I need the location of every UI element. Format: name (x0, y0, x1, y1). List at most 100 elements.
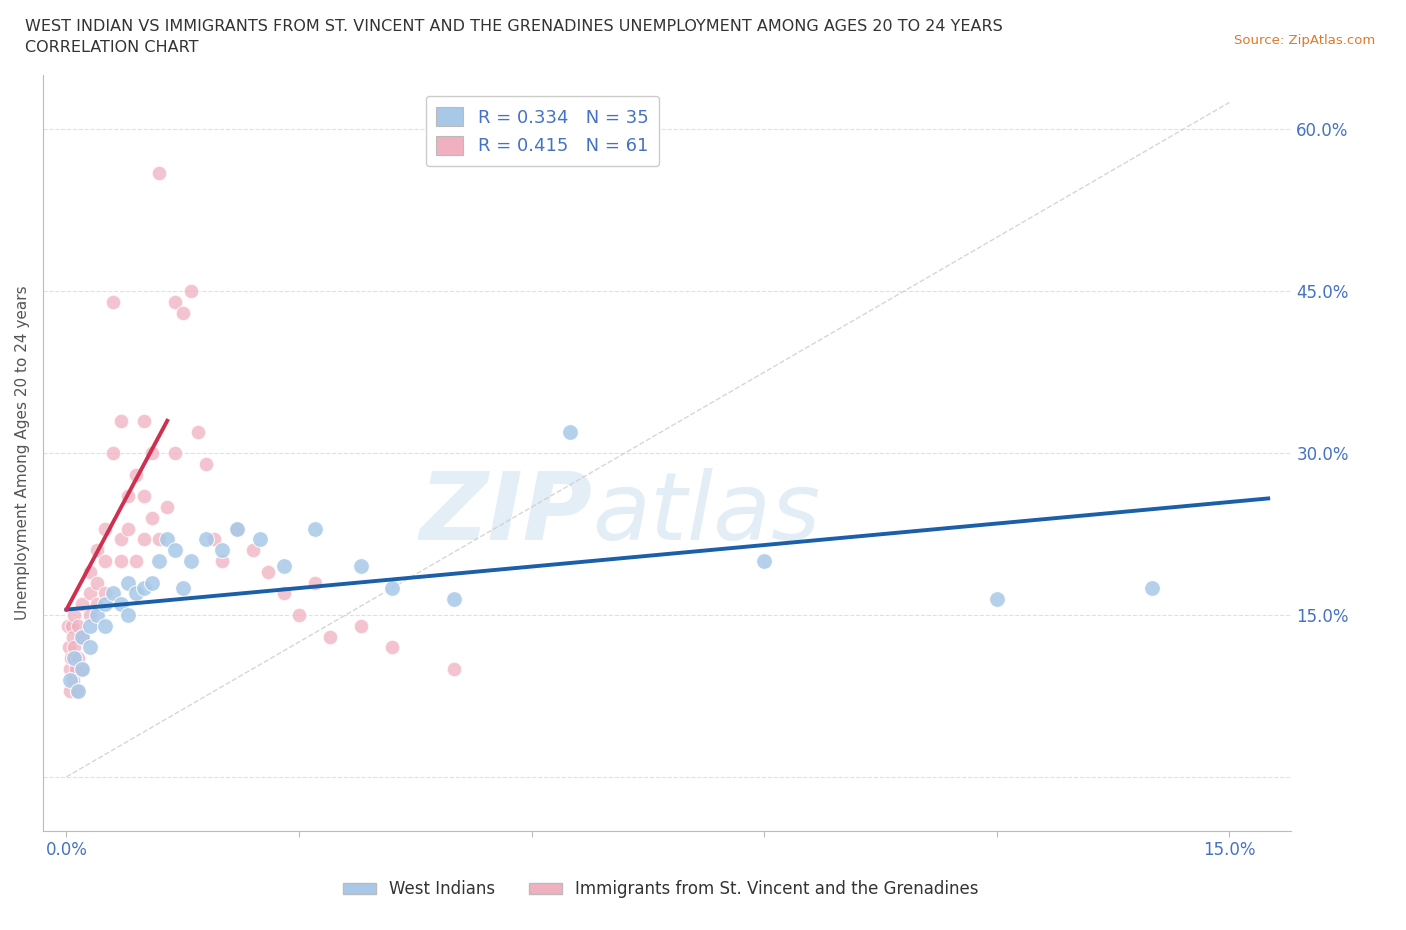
Point (273, 586, 295, 601)
Text: Source: ZipAtlas.com: Source: ZipAtlas.com (1234, 34, 1375, 47)
Point (117, 575, 139, 590)
Point (211, 543, 233, 558)
Point (132, 413, 155, 428)
Point (304, 521, 326, 536)
Point (187, 424, 209, 439)
Point (117, 607, 139, 622)
Point (443, 661, 465, 676)
Text: WEST INDIAN VS IMMIGRANTS FROM ST. VINCENT AND THE GRENADINES UNEMPLOYMENT AMONG: WEST INDIAN VS IMMIGRANTS FROM ST. VINCE… (25, 19, 1002, 33)
Point (443, 591, 465, 606)
Point (163, 445, 186, 460)
Point (1140, 580, 1163, 595)
Point (101, 586, 124, 601)
Point (79, 565, 101, 579)
Legend: R = 0.334   N = 35, R = 0.415   N = 61: R = 0.334 N = 35, R = 0.415 N = 61 (426, 96, 659, 166)
Point (70, 597, 93, 612)
Point (125, 553, 148, 568)
Point (148, 166, 170, 180)
Point (101, 295, 124, 310)
Legend: West Indians, Immigrants from St. Vincent and the Grenadines: West Indians, Immigrants from St. Vincen… (336, 873, 986, 905)
Point (58, 640, 80, 655)
Point (110, 413, 132, 428)
Point (67, 618, 90, 633)
Point (94, 597, 117, 612)
Text: CORRELATION CHART: CORRELATION CHART (25, 40, 198, 55)
Point (67, 683, 90, 698)
Point (132, 532, 155, 547)
Y-axis label: Unemployment Among Ages 20 to 24 years: Unemployment Among Ages 20 to 24 years (15, 286, 30, 620)
Point (141, 511, 163, 525)
Point (132, 489, 155, 504)
Point (65, 661, 87, 676)
Point (156, 532, 179, 547)
Point (94, 521, 117, 536)
Point (63, 607, 86, 622)
Text: ZIP: ZIP (419, 468, 592, 560)
Point (79, 586, 101, 601)
Point (172, 305, 194, 320)
Point (62, 672, 84, 687)
Point (754, 553, 776, 568)
Point (141, 445, 163, 460)
Point (63, 651, 86, 666)
Point (242, 543, 264, 558)
Point (58, 661, 80, 676)
Point (132, 580, 155, 595)
Point (179, 553, 201, 568)
Point (125, 586, 148, 601)
Point (59, 683, 82, 698)
Point (60, 651, 83, 666)
Point (94, 618, 117, 633)
Point (148, 553, 170, 568)
Text: atlas: atlas (592, 468, 821, 559)
Point (148, 532, 170, 547)
Point (94, 586, 117, 601)
Point (163, 543, 186, 558)
Point (986, 591, 1008, 606)
Point (202, 532, 225, 547)
Point (79, 640, 101, 655)
Point (65, 683, 87, 698)
Point (179, 284, 201, 299)
Point (60, 618, 83, 633)
Point (288, 607, 311, 622)
Point (249, 532, 271, 547)
Point (163, 295, 186, 310)
Point (86, 575, 108, 590)
Point (110, 553, 132, 568)
Point (86, 607, 108, 622)
Point (117, 489, 139, 504)
Point (110, 597, 132, 612)
Point (70, 661, 93, 676)
Point (141, 575, 163, 590)
Point (273, 559, 295, 574)
Point (195, 457, 218, 472)
Point (257, 565, 280, 579)
Point (226, 521, 249, 536)
Point (172, 580, 194, 595)
Point (110, 532, 132, 547)
Point (226, 521, 249, 536)
Point (125, 467, 148, 482)
Point (70, 661, 93, 676)
Point (560, 424, 582, 439)
Point (94, 553, 117, 568)
Point (79, 618, 101, 633)
Point (56, 618, 79, 633)
Point (86, 597, 108, 612)
Point (86, 543, 108, 558)
Point (117, 521, 139, 536)
Point (350, 559, 373, 574)
Point (79, 607, 101, 622)
Point (59, 672, 82, 687)
Point (195, 532, 218, 547)
Point (156, 499, 179, 514)
Point (67, 651, 90, 666)
Point (381, 640, 404, 655)
Point (101, 445, 124, 460)
Point (62, 629, 84, 644)
Point (70, 629, 93, 644)
Point (211, 553, 233, 568)
Point (70, 629, 93, 644)
Point (319, 629, 342, 644)
